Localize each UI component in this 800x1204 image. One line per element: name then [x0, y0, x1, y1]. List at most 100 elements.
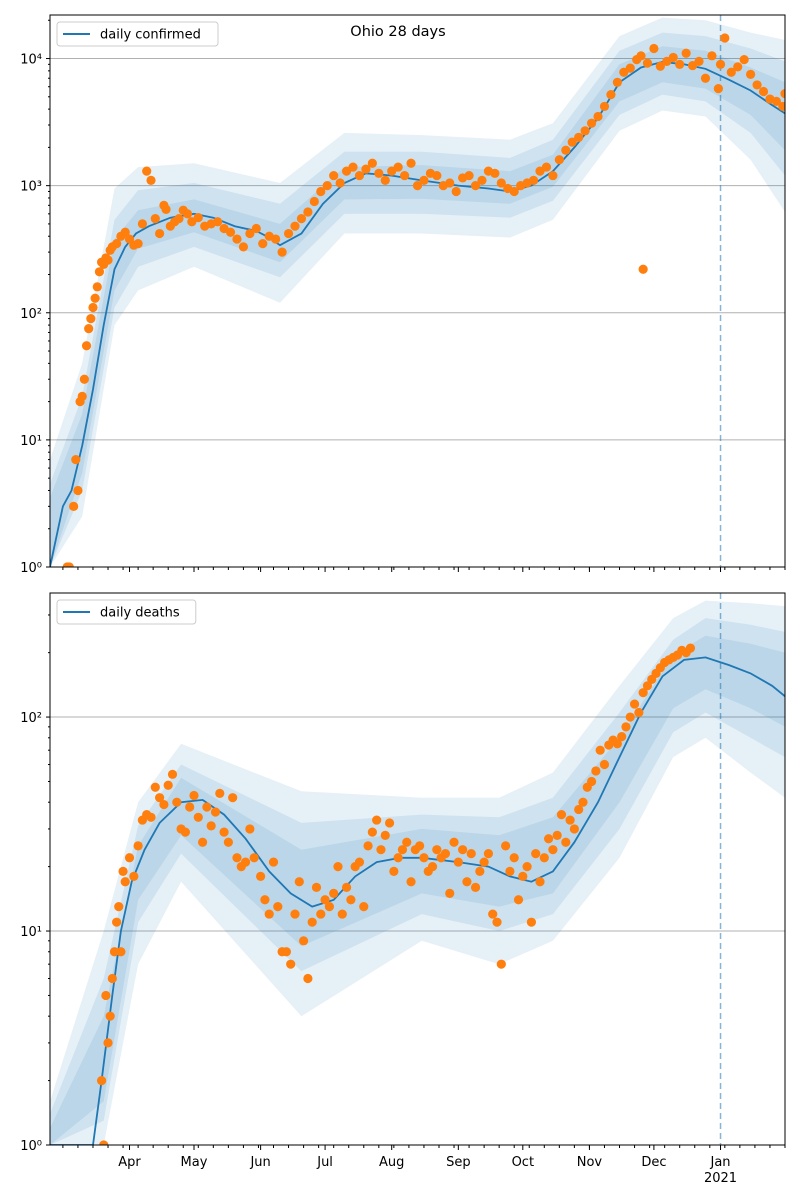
data-point	[432, 170, 442, 181]
data-point	[103, 1038, 113, 1048]
legend: daily deaths	[56, 599, 197, 625]
data-point	[303, 207, 313, 217]
data-point	[363, 841, 373, 851]
data-point	[638, 688, 648, 698]
data-point	[320, 895, 330, 905]
data-point	[258, 239, 268, 249]
data-point	[591, 766, 601, 776]
data-point	[406, 158, 416, 168]
data-point	[120, 877, 130, 887]
data-point	[720, 33, 730, 43]
data-point	[543, 834, 554, 844]
data-point	[129, 871, 139, 882]
data-point	[733, 62, 743, 72]
x-tick-label: Apr	[118, 1155, 141, 1170]
data-point	[316, 186, 326, 197]
data-point	[341, 882, 352, 892]
data-point	[548, 845, 558, 855]
data-point	[245, 228, 255, 239]
data-point	[464, 170, 474, 181]
data-point	[105, 1011, 115, 1021]
data-point	[496, 959, 506, 969]
data-point	[668, 52, 678, 63]
data-point	[99, 1140, 109, 1145]
data-point	[210, 807, 221, 817]
data-point	[133, 841, 143, 851]
data-point	[367, 827, 377, 837]
data-point	[780, 88, 785, 99]
data-point	[309, 196, 319, 207]
data-point	[316, 909, 326, 919]
data-point	[675, 59, 685, 69]
data-point	[642, 58, 653, 68]
y-tick-label: 10¹	[20, 925, 42, 940]
data-point	[354, 857, 365, 867]
data-point	[380, 175, 390, 185]
data-point	[548, 170, 558, 181]
x-tick-label: Dec	[641, 1155, 666, 1170]
data-point	[700, 73, 711, 83]
data-point	[606, 90, 616, 100]
data-point	[746, 69, 756, 80]
y-tick-label: 10³	[20, 180, 42, 195]
data-point	[213, 217, 223, 227]
data-point	[77, 391, 87, 401]
x-tick-label: Nov	[577, 1155, 603, 1170]
data-point	[215, 788, 225, 798]
data-point	[163, 780, 173, 790]
data-point	[329, 170, 339, 181]
x-tick-label: Jul	[316, 1155, 333, 1170]
data-point	[522, 862, 532, 872]
data-point	[155, 228, 165, 239]
data-point	[251, 223, 261, 234]
data-point	[393, 853, 403, 863]
data-point	[380, 830, 390, 840]
data-point	[565, 815, 575, 825]
data-point	[470, 181, 481, 191]
x-tick-label: Oct	[512, 1155, 534, 1170]
data-point	[556, 810, 567, 820]
data-point	[322, 181, 332, 191]
data-point	[419, 853, 429, 863]
data-point	[451, 186, 461, 197]
data-point	[337, 909, 347, 919]
data-point	[629, 699, 640, 709]
data-point	[726, 67, 736, 77]
chart-title: Ohio 28 days	[350, 24, 445, 40]
data-point	[372, 815, 382, 825]
uncertainty-band	[50, 600, 785, 1145]
data-point	[593, 111, 603, 122]
data-point	[384, 818, 395, 828]
data-point	[535, 877, 545, 887]
data-point	[634, 707, 644, 718]
data-point	[501, 841, 511, 851]
data-point	[453, 857, 463, 867]
data-point	[713, 84, 723, 94]
data-point	[617, 732, 627, 742]
data-point	[79, 374, 89, 384]
data-point	[84, 324, 94, 334]
data-point	[694, 56, 704, 66]
data-point	[528, 175, 539, 185]
data-point	[715, 59, 726, 69]
data-point	[509, 853, 519, 863]
data-point	[240, 857, 251, 867]
data-point	[488, 909, 498, 919]
axes-frame	[49, 592, 786, 1146]
data-point	[458, 845, 468, 855]
data-point	[561, 837, 571, 847]
data-point	[492, 917, 502, 927]
data-point	[470, 882, 481, 892]
data-point	[206, 821, 216, 831]
data-point	[376, 845, 386, 855]
data-point	[490, 168, 500, 178]
data-point	[286, 959, 296, 969]
data-point	[182, 209, 193, 219]
data-point	[707, 51, 717, 61]
confirmed-panel: 10⁰ 10¹ 10² 10³ 10⁴ daily confirmed	[20, 14, 786, 576]
data-point	[245, 824, 255, 834]
x-tick-label: Sep	[446, 1155, 471, 1170]
data-point	[189, 790, 199, 801]
data-point	[552, 830, 562, 840]
